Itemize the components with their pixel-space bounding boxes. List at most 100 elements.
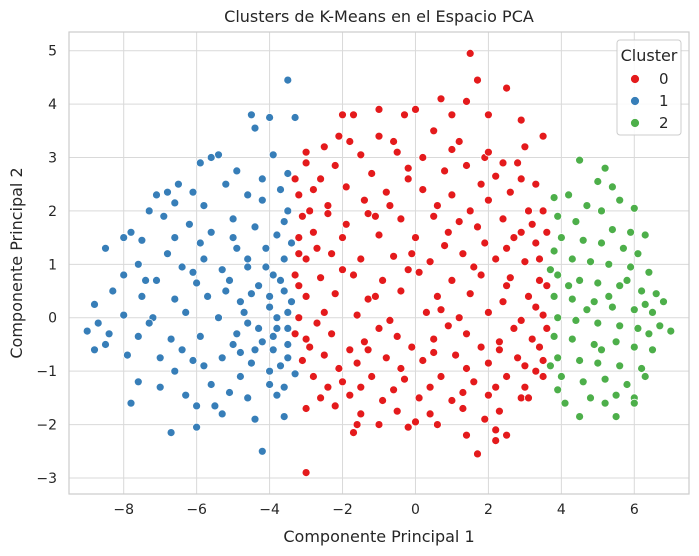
- cluster-1-point: [276, 275, 285, 285]
- cluster-2-point: [578, 377, 588, 387]
- cluster-2-point: [557, 372, 566, 381]
- cluster-1-point: [228, 233, 238, 243]
- cluster-0-point: [312, 243, 322, 253]
- cluster-0-point: [513, 353, 522, 363]
- cluster-0-point: [345, 137, 355, 146]
- cluster-0-point: [301, 468, 311, 478]
- legend-marker-0: [630, 74, 640, 84]
- cluster-0-point: [290, 270, 300, 280]
- legend-title: Cluster: [621, 46, 678, 65]
- cluster-0-point: [359, 195, 369, 205]
- cluster-0-point: [308, 227, 318, 237]
- cluster-0-point: [356, 409, 366, 419]
- cluster-0-point: [418, 356, 428, 365]
- cluster-1-point: [290, 113, 300, 122]
- y-tick-label: 5: [48, 44, 57, 60]
- cluster-2-point: [586, 393, 595, 403]
- cluster-1-point: [101, 243, 110, 253]
- cluster-0-point: [458, 249, 468, 259]
- cluster-0-point: [297, 356, 307, 365]
- cluster-2-point: [575, 412, 584, 422]
- cluster-1-point: [246, 289, 256, 299]
- cluster-0-point: [403, 265, 413, 275]
- cluster-0-point: [469, 377, 479, 387]
- cluster-0-point: [294, 313, 304, 323]
- cluster-0-point: [498, 214, 508, 224]
- cluster-1-point: [250, 222, 260, 232]
- cluster-0-point: [374, 323, 384, 333]
- cluster-1-point: [254, 281, 264, 291]
- cluster-0-point: [535, 275, 544, 285]
- cluster-0-point: [323, 209, 333, 219]
- cluster-0-point: [509, 323, 519, 333]
- cluster-0-point: [352, 310, 362, 320]
- cluster-0-point: [418, 185, 428, 195]
- cluster-1-point: [214, 313, 223, 323]
- cluster-1-point: [199, 254, 209, 264]
- cluster-0-point: [502, 372, 512, 381]
- cluster-1-point: [217, 353, 227, 363]
- cluster-2-point: [608, 302, 617, 312]
- cluster-0-point: [334, 131, 344, 141]
- cluster-2-point: [633, 323, 643, 333]
- cluster-2-point: [659, 297, 668, 307]
- cluster-0-point: [338, 233, 347, 243]
- cluster-0-point: [513, 158, 522, 168]
- cluster-2-point: [651, 289, 661, 299]
- cluster-1-point: [184, 219, 194, 229]
- cluster-1-point: [265, 113, 275, 122]
- cluster-1-point: [177, 262, 187, 272]
- cluster-1-point: [243, 318, 253, 328]
- y-tick-label: 3: [48, 151, 57, 167]
- cluster-1-point: [250, 123, 260, 133]
- cluster-1-point: [133, 377, 143, 387]
- cluster-2-point: [622, 275, 632, 285]
- cluster-0-point: [483, 110, 493, 120]
- cluster-2-point: [571, 217, 581, 227]
- cluster-1-point: [123, 350, 132, 360]
- cluster-2-point: [575, 275, 584, 285]
- cluster-2-point: [626, 227, 635, 237]
- cluster-0-point: [305, 342, 315, 352]
- cluster-2-point: [549, 291, 559, 301]
- cluster-0-point: [407, 342, 417, 352]
- cluster-1-point: [243, 393, 253, 403]
- cluster-2-point: [629, 342, 639, 352]
- cluster-1-point: [257, 195, 267, 205]
- cluster-0-point: [462, 161, 471, 170]
- cluster-0-point: [403, 174, 413, 184]
- y-tick-label: 1: [48, 257, 57, 273]
- cluster-1-point: [188, 267, 198, 277]
- cluster-0-point: [440, 241, 450, 251]
- cluster-0-point: [480, 238, 490, 248]
- cluster-0-point: [345, 345, 355, 355]
- cluster-2-point: [578, 235, 588, 245]
- cluster-0-point: [531, 302, 541, 312]
- cluster-0-point: [381, 187, 391, 197]
- cluster-0-point: [458, 404, 468, 413]
- cluster-1-point: [265, 366, 275, 376]
- cluster-0-point: [294, 233, 304, 243]
- cluster-1-point: [257, 174, 267, 184]
- cluster-0-point: [425, 257, 435, 267]
- cluster-1-point: [225, 388, 234, 397]
- cluster-1-point: [290, 369, 300, 379]
- cluster-2-point: [629, 398, 639, 408]
- cluster-0-point: [425, 382, 435, 392]
- cluster-0-point: [447, 275, 457, 285]
- cluster-1-point: [228, 214, 238, 224]
- cluster-1-point: [235, 348, 245, 357]
- cluster-0-point: [476, 342, 486, 352]
- cluster-1-point: [119, 270, 129, 280]
- cluster-1-point: [192, 422, 202, 432]
- cluster-0-point: [356, 150, 366, 160]
- data-points: [82, 49, 676, 478]
- cluster-1-point: [283, 353, 293, 363]
- cluster-2-point: [600, 374, 610, 384]
- cluster-0-point: [429, 334, 439, 344]
- cluster-1-point: [279, 254, 289, 264]
- cluster-2-point: [648, 345, 657, 355]
- cluster-0-point: [338, 377, 347, 387]
- cluster-1-point: [287, 238, 296, 248]
